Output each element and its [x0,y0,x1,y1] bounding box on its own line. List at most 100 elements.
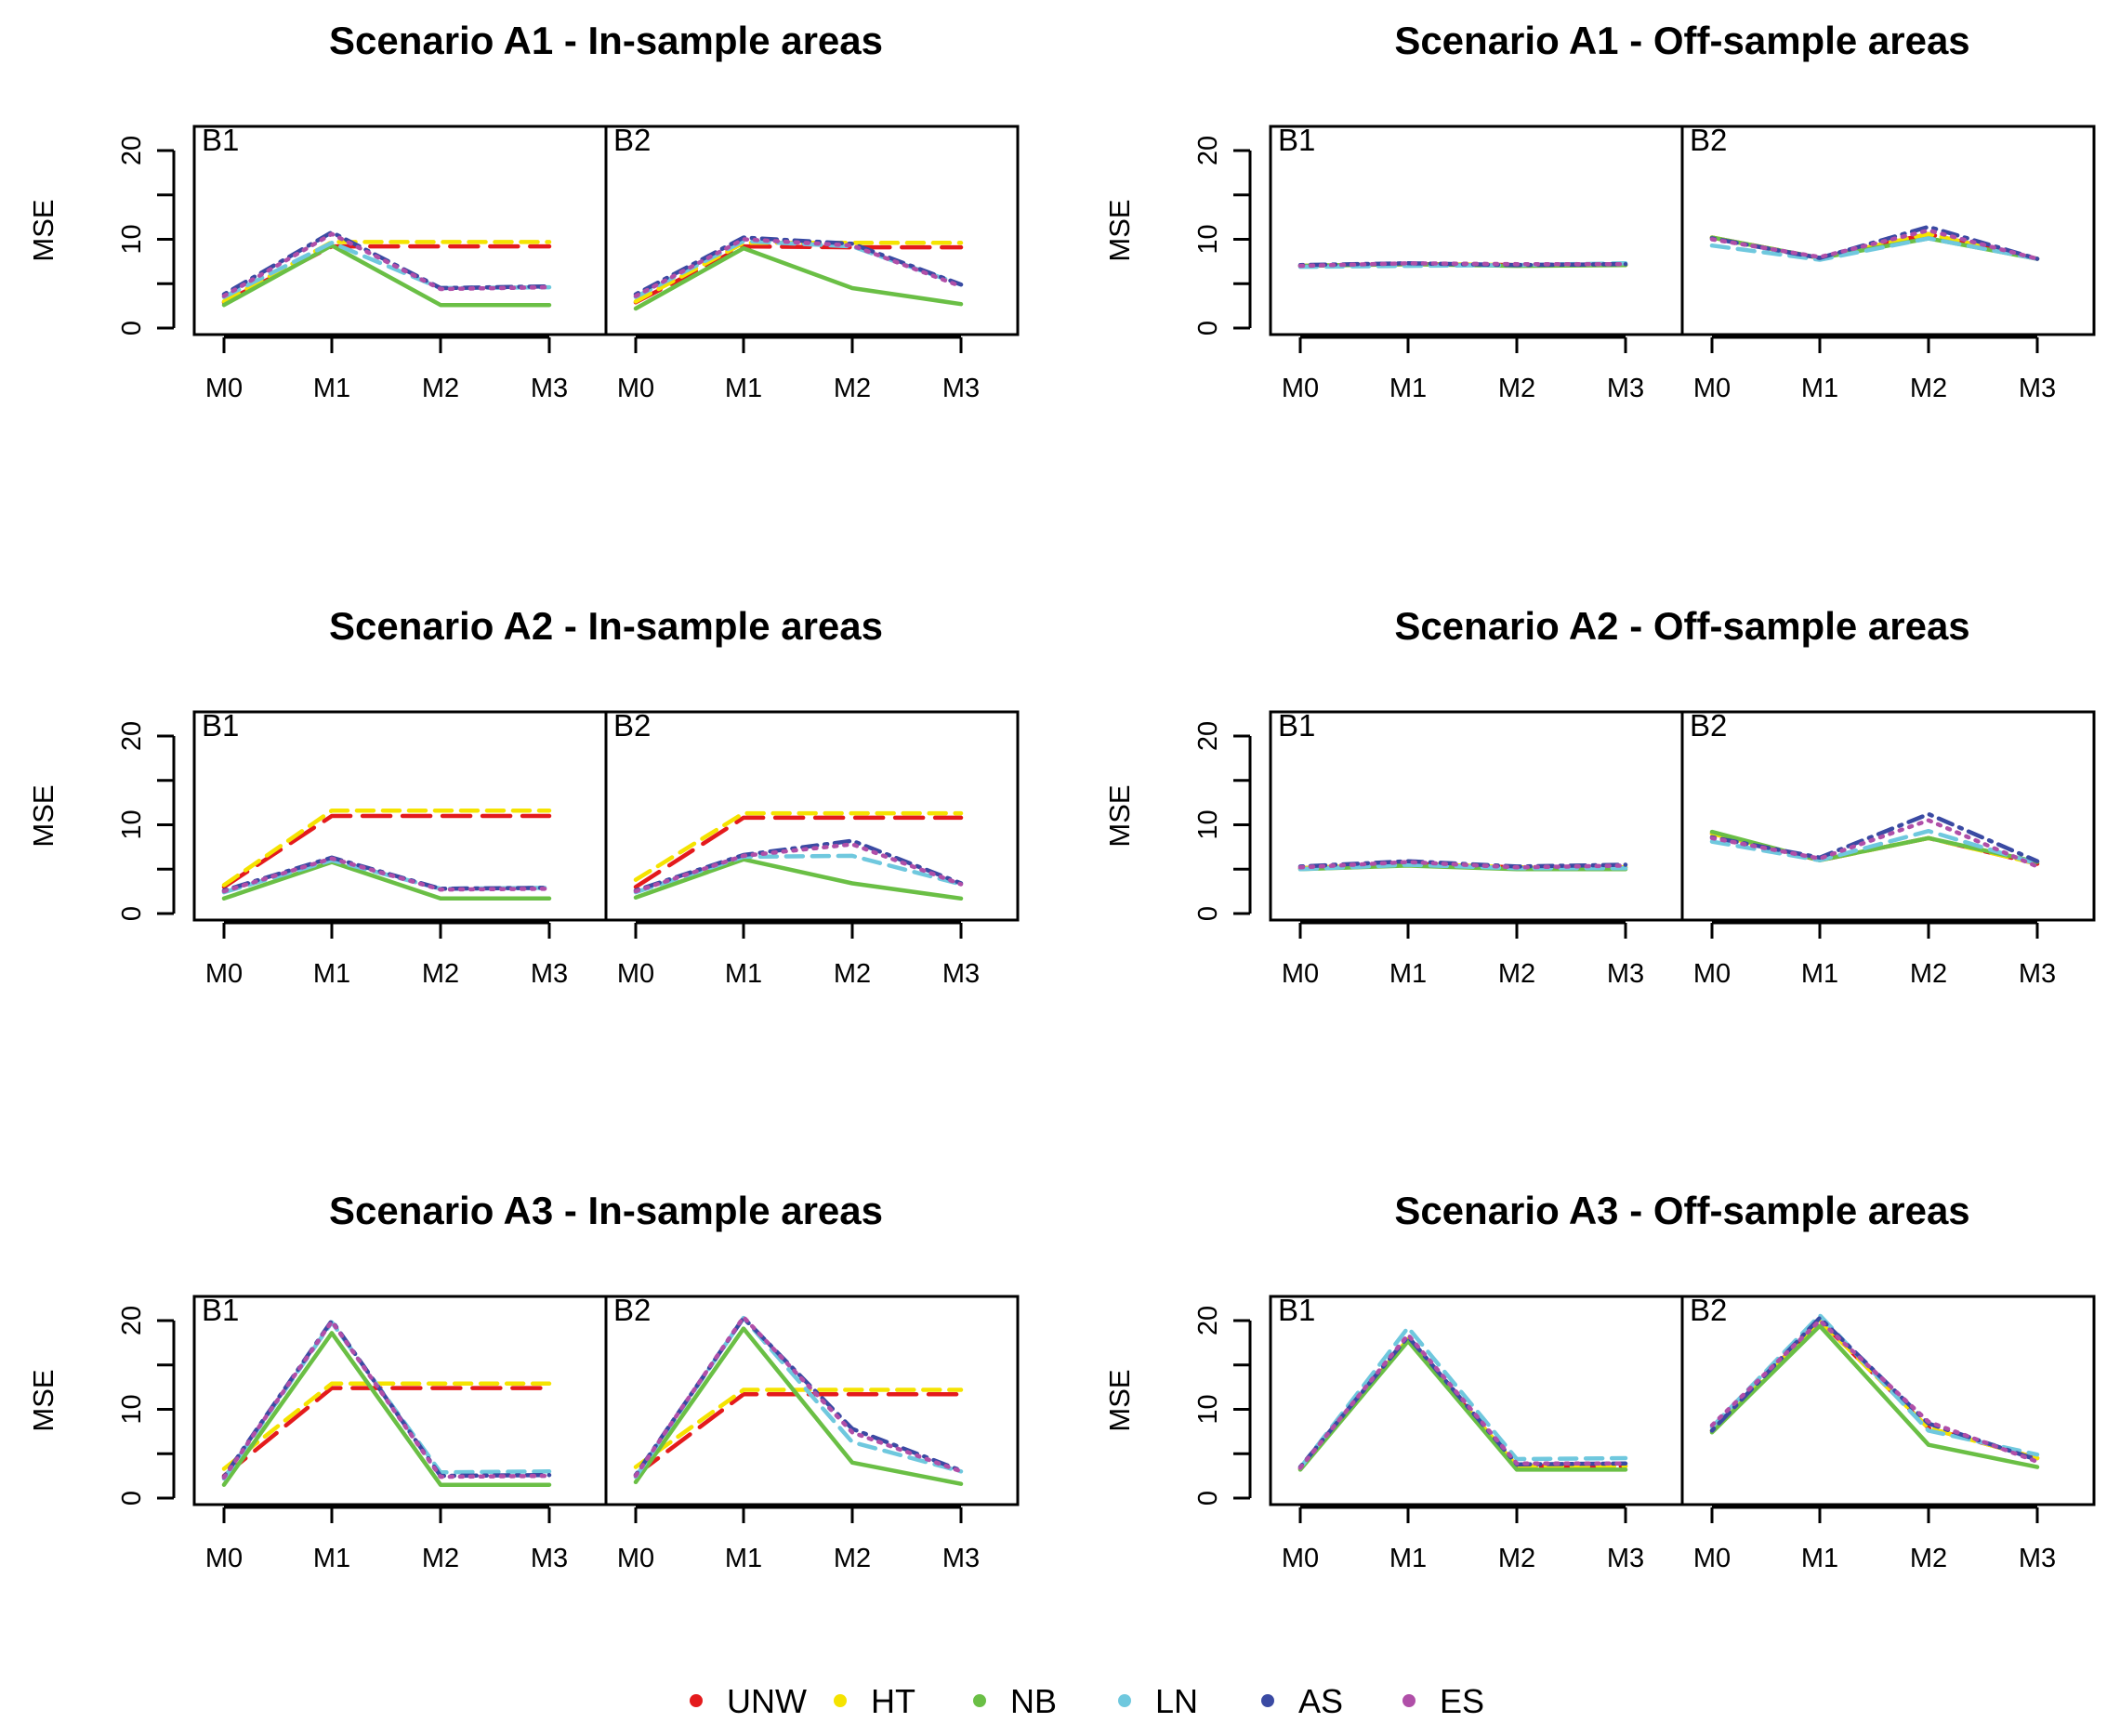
series-line-unw [633,815,964,889]
panels-layer: Scenario A1 - In-sample areas 0 10 20 MSE B1 M… [27,19,2096,1573]
series-line-as [633,838,964,893]
x-tick-label: M2 [1498,1544,1535,1573]
facet-label: B2 [613,1293,651,1327]
series-line-ht [1709,1318,2040,1461]
y-tick-label: 0 [1193,906,1223,921]
x-tick-label: M2 [1910,1544,1947,1573]
x-tick-label: M3 [942,1544,980,1573]
legend-label: ES [1440,1682,1484,1720]
x-tick-label: M1 [313,374,350,403]
x-tick-label: M2 [422,374,459,403]
chart-panel: Scenario A3 - In-sample areas 0 10 20 MSE B1 M… [27,1189,1020,1573]
x-tick-label: M2 [834,1544,871,1573]
chart-panel: Scenario A2 - Off-sample areas 0 10 20 MSE B1… [1103,604,2096,989]
series-line-nb [633,857,964,901]
legend-marker [1402,1694,1416,1707]
legend-label: HT [871,1682,915,1720]
legend-label: AS [1298,1682,1343,1720]
series-line-es [1709,1318,2040,1465]
x-tick-label: M0 [1282,1544,1319,1573]
series-line-nb [1709,1323,2040,1469]
series-line-ht [633,1387,964,1469]
facet-label: B2 [613,123,651,157]
series-line-ht [633,810,964,882]
legend-item-as: AS [1261,1682,1343,1720]
x-tick-label: M0 [205,1544,243,1573]
legend-label: NB [1010,1682,1057,1720]
chart-panel: Scenario A2 - In-sample areas 0 10 20 MSE B1 M… [27,604,1020,989]
series-line-es [1297,860,1628,870]
facet-label: B1 [1278,708,1315,743]
series-line-es [1297,261,1628,269]
y-tick-label: 20 [1193,1306,1223,1335]
x-tick-label: M0 [1693,959,1731,989]
y-tick-label: 10 [117,809,147,839]
legend-item-nb: NB [973,1682,1057,1720]
x-tick-label: M0 [1282,959,1319,989]
x-tick-label: M2 [1910,374,1947,403]
x-tick-label: M2 [1498,374,1535,403]
legend-item-es: ES [1402,1682,1484,1720]
series-line-nb [633,245,964,311]
x-tick-label: M1 [1801,1544,1838,1573]
x-tick-label: M3 [531,959,568,989]
legend-marker [690,1694,703,1707]
y-tick-label: 20 [117,721,147,751]
y-tick-label: 20 [117,136,147,165]
facet-label: B1 [1278,1293,1315,1327]
y-tick-label: 0 [1193,321,1223,335]
x-tick-label: M0 [1282,374,1319,403]
y-tick-label: 0 [1193,1491,1223,1506]
legend-marker [1261,1694,1274,1707]
facet-label: B2 [1690,1293,1727,1327]
y-axis-label: MSE [27,1369,59,1431]
series-line-ln [1709,828,2040,866]
facet-label: B2 [1690,708,1727,743]
facet-label: B1 [1278,123,1315,157]
series-line-es [633,237,964,298]
series-line-es [221,1319,552,1480]
x-tick-label: M1 [313,1544,350,1573]
series-line-es [633,842,964,894]
y-tick-label: 20 [117,1306,147,1335]
panel-title: Scenario A2 - Off-sample areas [1394,604,1969,648]
series-line-nb [1297,1338,1628,1472]
x-tick-label: M0 [617,374,654,403]
y-axis-label: MSE [1103,784,1136,847]
y-axis-label: MSE [27,784,59,847]
x-tick-label: M2 [422,1544,459,1573]
series-line-ln [1297,862,1628,872]
series-line-es [221,231,552,298]
legend-marker [1118,1694,1131,1707]
panel-title: Scenario A1 - In-sample areas [329,19,883,62]
panel-title: Scenario A3 - In-sample areas [329,1189,883,1232]
x-tick-label: M3 [531,1544,568,1573]
x-tick-label: M1 [725,374,762,403]
x-tick-label: M0 [617,1544,654,1573]
series-line-unw [1709,1318,2040,1461]
y-tick-label: 0 [117,906,147,921]
series-line-as [633,1315,964,1478]
legend-marker [834,1694,847,1707]
legend-marker [973,1694,986,1707]
x-tick-label: M3 [942,959,980,989]
legend-item-unw: UNW [690,1682,807,1720]
x-tick-label: M1 [1801,959,1838,989]
x-tick-label: M1 [1389,374,1427,403]
series-line-unw [221,813,552,889]
y-tick-label: 10 [117,1394,147,1424]
series-line-es [221,856,552,894]
y-tick-label: 10 [1193,809,1223,839]
x-tick-label: M3 [1607,1544,1644,1573]
facet-label: B2 [1690,123,1727,157]
legend-item-ln: LN [1118,1682,1198,1720]
x-tick-label: M1 [1389,959,1427,989]
y-tick-label: 10 [117,224,147,254]
series-line-es [1297,1333,1628,1470]
x-tick-label: M3 [1607,959,1644,989]
panel-title: Scenario A3 - Off-sample areas [1394,1189,1969,1232]
series-line-es [1709,228,2040,261]
y-tick-label: 10 [1193,1394,1223,1424]
series-line-nb [633,1326,964,1486]
series-line-es [633,1314,964,1479]
